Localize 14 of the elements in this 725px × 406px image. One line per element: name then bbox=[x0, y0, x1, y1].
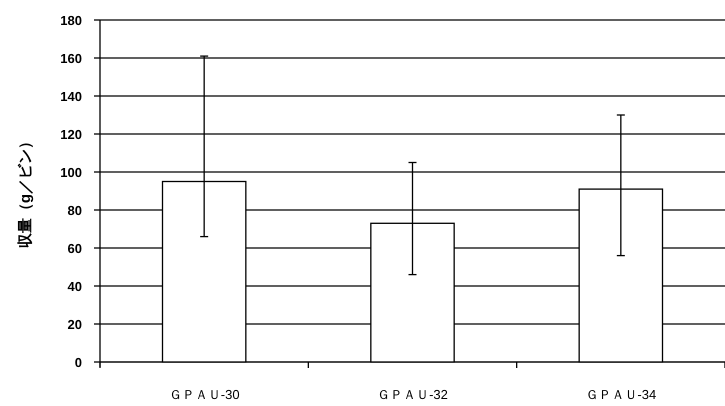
x-tick-label: ＧＰＡＵ-30 bbox=[168, 387, 240, 402]
y-tick-label: 20 bbox=[68, 317, 82, 332]
x-tick-label: ＧＰＡＵ-34 bbox=[585, 387, 656, 402]
y-tick-label: 160 bbox=[60, 51, 82, 66]
y-tick-label: 120 bbox=[60, 127, 82, 142]
y-tick-label: 100 bbox=[60, 165, 82, 180]
y-axis-title: 収量（g／ビン） bbox=[17, 134, 34, 248]
y-tick-label: 0 bbox=[74, 355, 82, 370]
y-tick-label: 60 bbox=[68, 241, 82, 256]
y-tick-label: 180 bbox=[60, 13, 82, 28]
x-tick-label: ＧＰＡＵ-32 bbox=[377, 387, 448, 402]
y-tick-label: 140 bbox=[60, 89, 82, 104]
y-tick-label: 80 bbox=[68, 203, 82, 218]
y-tick-label: 40 bbox=[68, 279, 82, 294]
